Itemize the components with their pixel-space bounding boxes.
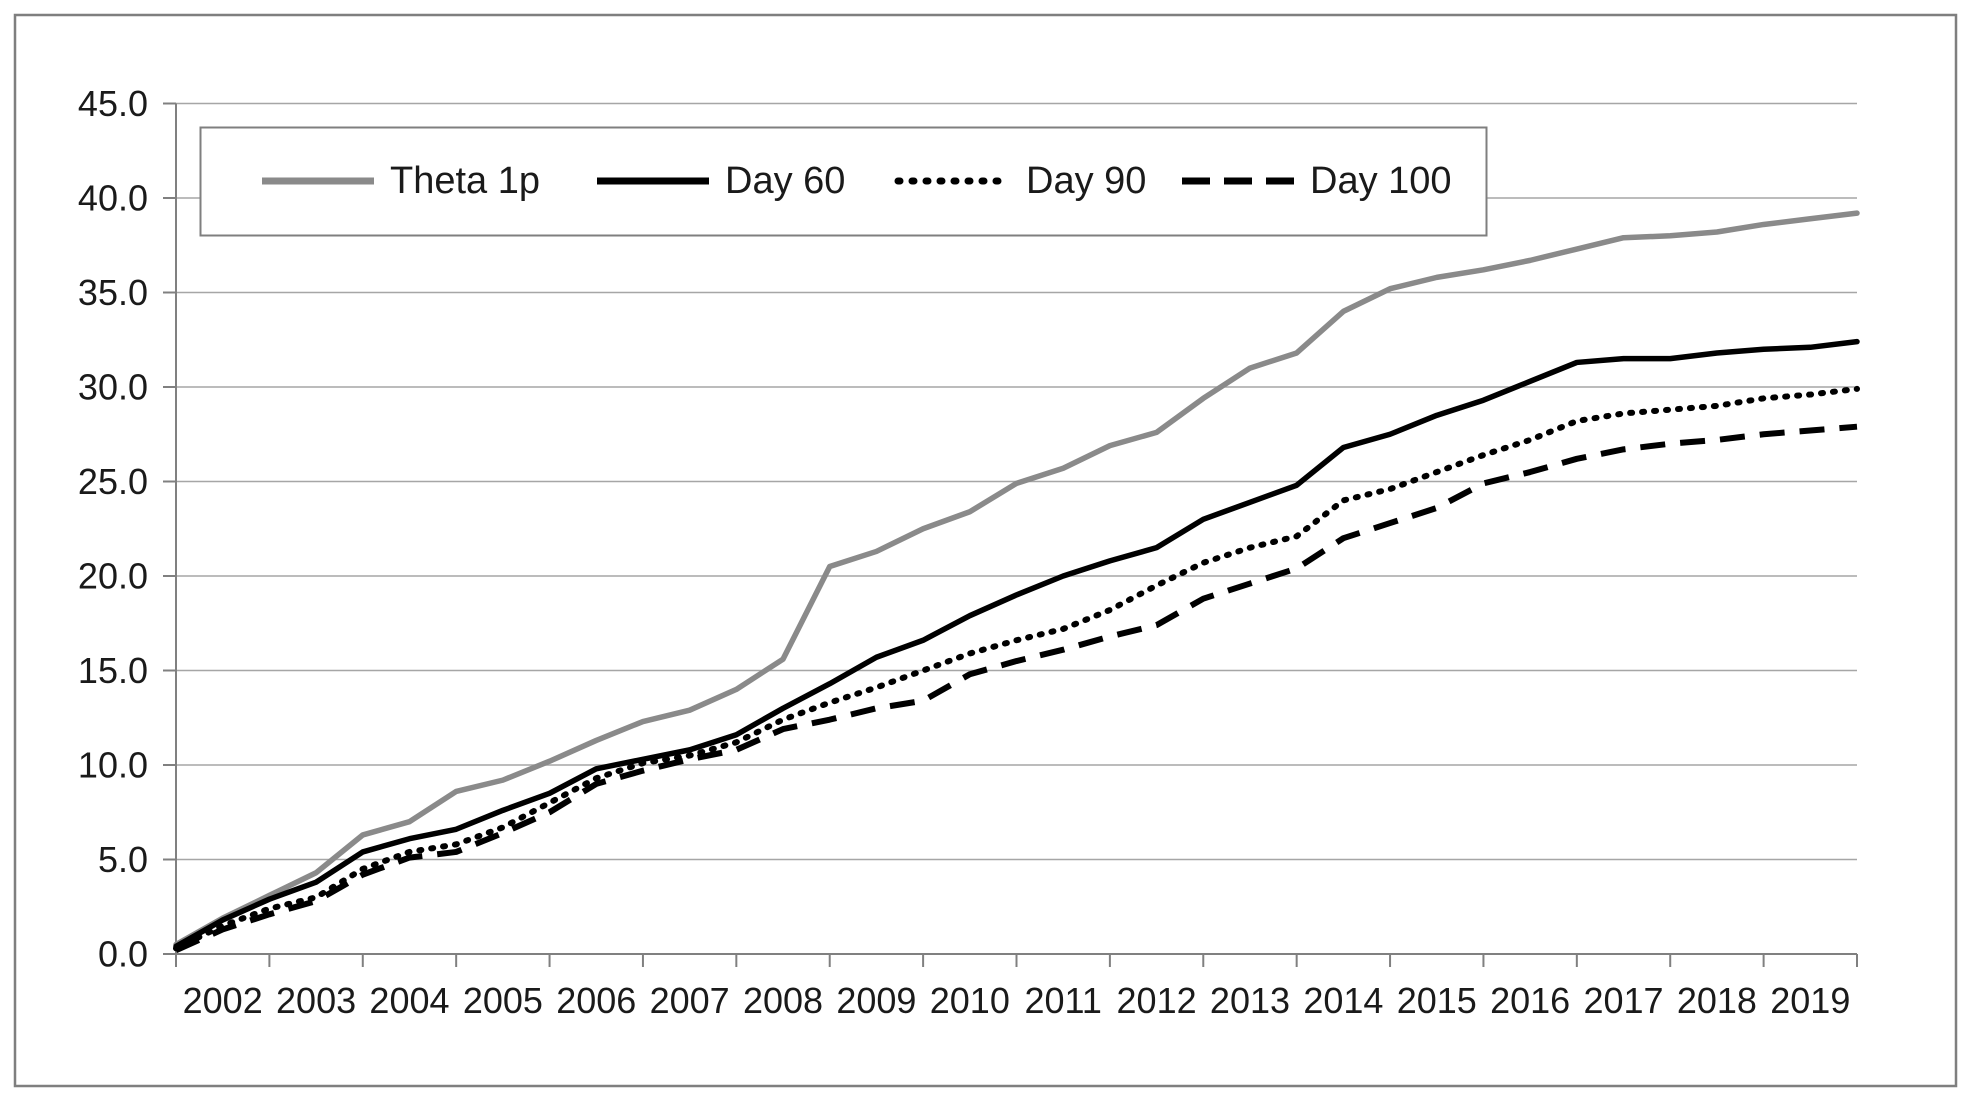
- legend-item-day-100: Day 100: [1182, 160, 1452, 202]
- y-axis-ticks-labels: 0.0 5.0 10.0 15.0 20.0 25.0 30.0 35.0 40.0 45.0: [78, 83, 176, 975]
- x-tick-label: 2013: [1210, 980, 1290, 1021]
- x-tick-label: 2004: [369, 980, 449, 1021]
- x-tick-label: 2011: [1024, 980, 1101, 1021]
- y-tick-label: 40.0: [78, 178, 148, 219]
- legend-label: Day 60: [725, 160, 845, 202]
- series-line-theta-1p: [173, 210, 1860, 948]
- x-tick-label: 2006: [556, 980, 636, 1021]
- series-line-day-60: [173, 338, 1860, 950]
- series-line-day-100: [174, 423, 1858, 953]
- series-lines: [173, 210, 1860, 953]
- y-tick-label: 0.0: [98, 934, 148, 975]
- y-tick-label: 5.0: [98, 839, 148, 880]
- x-tick-label: 2017: [1583, 980, 1663, 1021]
- series-line-day-90: [173, 385, 1860, 952]
- y-tick-label: 15.0: [78, 650, 148, 691]
- y-tick-label: 10.0: [78, 745, 148, 786]
- y-gridlines: [176, 102, 1857, 861]
- x-tick-label: 2015: [1397, 980, 1477, 1021]
- x-tick-label: 2005: [463, 980, 543, 1021]
- legend: Theta 1p Day 60 Day 90 Day 100: [199, 126, 1488, 237]
- x-tick-label: 2016: [1490, 980, 1570, 1021]
- legend-item-day-60: Day 60: [597, 160, 845, 202]
- figure-border: [13, 13, 1958, 1088]
- x-tick-label: 2018: [1677, 980, 1757, 1021]
- x-tick-label: 2003: [276, 980, 356, 1021]
- y-tick-label: 35.0: [78, 272, 148, 313]
- x-axis-ticks-labels: 2002 2003 2004 2005 2006 2007 2008 2009 2010 2011…: [175, 954, 1858, 1021]
- x-tick-label: 2008: [743, 980, 823, 1021]
- y-tick-label: 25.0: [78, 461, 148, 502]
- legend-item-day-90: Day 90: [894, 160, 1146, 202]
- x-tick-label: 2010: [930, 980, 1010, 1021]
- y-tick-label: 45.0: [78, 83, 148, 124]
- x-tick-label: 2014: [1303, 980, 1383, 1021]
- legend-label: Day 90: [1026, 160, 1146, 202]
- y-tick-label: 30.0: [78, 367, 148, 408]
- y-tick-label: 20.0: [78, 556, 148, 597]
- x-tick-label: 2002: [183, 980, 263, 1021]
- legend-label: Theta 1p: [390, 160, 540, 202]
- legend-label: Day 100: [1310, 160, 1452, 202]
- x-tick-label: 2009: [836, 980, 916, 1021]
- x-tick-label: 2007: [650, 980, 730, 1021]
- x-tick-label: 2012: [1117, 980, 1197, 1021]
- legend-item-theta-1p: Theta 1p: [262, 160, 540, 202]
- x-tick-label: 2019: [1770, 980, 1850, 1021]
